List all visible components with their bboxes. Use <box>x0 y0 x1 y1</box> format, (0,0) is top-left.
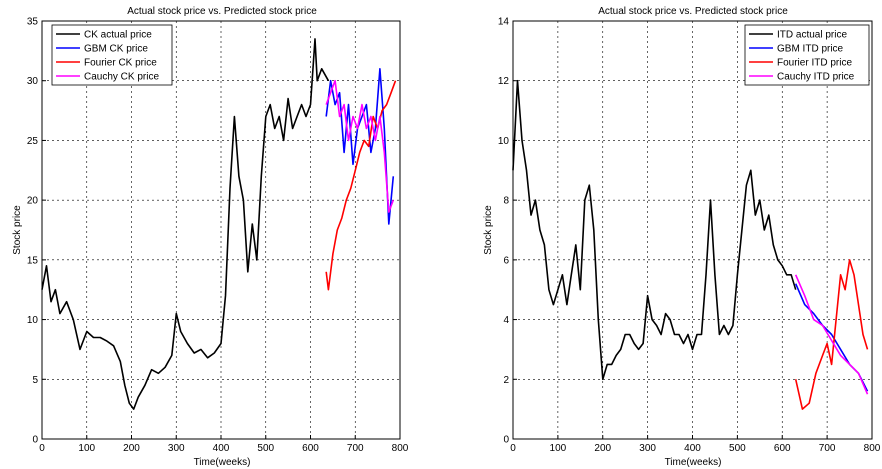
series-line-3 <box>794 259 869 410</box>
y-tick-label: 0 <box>503 435 509 446</box>
left-x-axis-label: Time(weeks) <box>194 457 251 468</box>
left-series <box>41 38 397 410</box>
legend-label: CK actual price <box>84 30 152 41</box>
x-tick-label: 0 <box>39 443 45 454</box>
series-line-4 <box>325 79 395 213</box>
right-chart: Actual stock price vs. Predicted stock p… <box>483 6 881 468</box>
y-tick-label: 30 <box>27 76 39 87</box>
left-plot-area <box>41 20 401 440</box>
x-tick-label: 600 <box>774 443 791 454</box>
legend-label: GBM CK price <box>84 44 148 55</box>
x-tick-label: 400 <box>684 443 701 454</box>
x-tick-label: 700 <box>819 443 836 454</box>
y-tick-label: 0 <box>32 435 38 446</box>
left-chart: Actual stock price vs. Predicted stock p… <box>12 6 409 468</box>
y-tick-label: 35 <box>27 17 39 28</box>
right-legend: ITD actual price GBM ITD price Fourier ITD… <box>744 24 870 86</box>
right-legend-items: ITD actual price GBM ITD price Fourier ITD… <box>749 30 855 83</box>
x-tick-label: 500 <box>729 443 746 454</box>
x-tick-label: 0 <box>510 443 516 454</box>
y-tick-label: 2 <box>503 375 509 386</box>
y-tick-label: 5 <box>32 375 38 386</box>
y-tick-label: 10 <box>498 136 510 147</box>
right-chart-title: Actual stock price vs. Predicted stock p… <box>598 6 788 17</box>
left-legend: CK actual price GBM CK price Fourier CK pr… <box>51 24 173 86</box>
x-tick-label: 400 <box>213 443 230 454</box>
y-tick-label: 8 <box>503 196 509 207</box>
legend-label: Fourier CK price <box>84 58 157 69</box>
x-tick-label: 700 <box>347 443 364 454</box>
legend-label: ITD actual price <box>777 30 847 41</box>
series-line-1 <box>512 79 797 381</box>
left-ticks: 0 100 200 300 400 500 600 700 800 0 5 10 15 20 25 30 35 <box>27 17 409 455</box>
left-chart-title: Actual stock price vs. Predicted stock p… <box>127 6 317 17</box>
left-y-axis-label: Stock price <box>12 205 23 255</box>
series-line-3 <box>325 80 397 291</box>
left-legend-items: CK actual price GBM CK price Fourier CK pr… <box>56 30 159 83</box>
x-tick-label: 300 <box>639 443 656 454</box>
x-tick-label: 800 <box>392 443 409 454</box>
y-tick-label: 14 <box>498 17 510 28</box>
x-tick-label: 100 <box>550 443 567 454</box>
y-tick-label: 4 <box>503 315 509 326</box>
y-tick-label: 25 <box>27 136 39 147</box>
right-series <box>512 79 869 410</box>
right-x-axis-label: Time(weeks) <box>665 457 722 468</box>
legend-label: GBM ITD price <box>777 44 844 55</box>
right-y-axis-label: Stock price <box>483 205 494 255</box>
series-line-1 <box>41 38 330 410</box>
left-legend-box <box>51 24 173 86</box>
legend-label: Cauchy CK price <box>84 72 159 83</box>
y-tick-label: 6 <box>503 255 509 266</box>
y-tick-label: 15 <box>27 255 39 266</box>
y-tick-label: 20 <box>27 196 39 207</box>
right-ticks: 0 100 200 300 400 500 600 700 800 0 2 4 6 8 10 12 14 <box>498 17 881 455</box>
x-tick-label: 300 <box>168 443 185 454</box>
x-tick-label: 200 <box>594 443 611 454</box>
y-tick-label: 12 <box>498 76 510 87</box>
legend-label: Fourier ITD price <box>777 58 852 69</box>
y-tick-label: 10 <box>27 315 39 326</box>
right-legend-box <box>744 24 870 86</box>
x-tick-label: 800 <box>864 443 881 454</box>
x-tick-label: 100 <box>78 443 95 454</box>
legend-label: Cauchy ITD price <box>777 72 855 83</box>
series-line-4 <box>794 274 869 395</box>
x-tick-label: 600 <box>302 443 319 454</box>
x-tick-label: 200 <box>123 443 140 454</box>
x-tick-label: 500 <box>257 443 274 454</box>
